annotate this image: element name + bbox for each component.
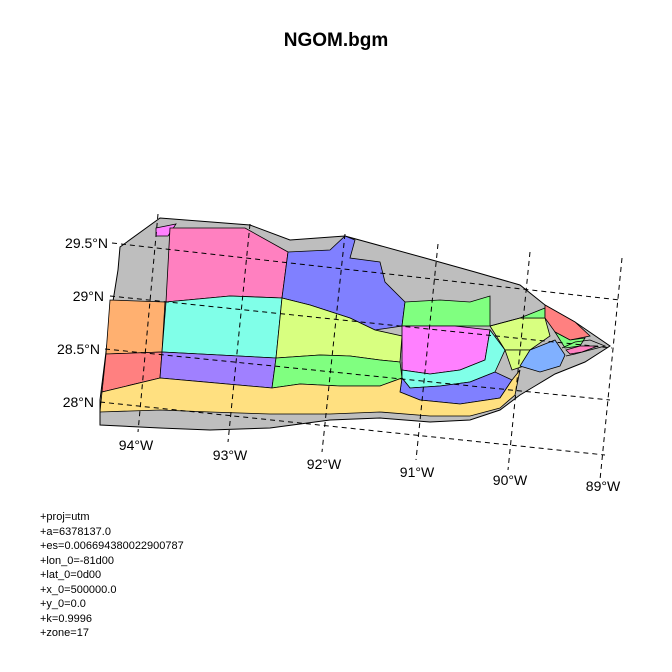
lat-line-28: [99, 401, 606, 456]
lat-line-29: [109, 295, 613, 349]
proj-line: +y_0=0.0: [40, 598, 86, 610]
lon-label-93: 93°W: [213, 447, 248, 463]
box-sky: [519, 339, 566, 373]
map-title: NGOM.bgm: [283, 30, 389, 51]
box-pink-delta: [565, 345, 599, 355]
lon-label-89: 89°W: [586, 478, 621, 494]
latitude-graticule: [99, 242, 621, 456]
lat-label-28-5: 28.5°N: [57, 341, 100, 357]
lon-line-91: [415, 243, 439, 461]
lat-label-29-5: 29.5°N: [65, 235, 108, 251]
lat-label-28: 28°N: [63, 394, 94, 410]
longitude-graticule: [137, 213, 623, 481]
box-green-west: [271, 354, 403, 389]
lon-label-91: 91°W: [400, 464, 435, 480]
lon-line-93: [227, 223, 251, 443]
lat-line-28-5: [104, 348, 611, 401]
delta-outline: [561, 339, 607, 357]
lon-line-92: [321, 233, 346, 453]
projection-info: +proj=utm +a=6378137.0 +es=0.00669438002…: [40, 510, 184, 641]
box-yellow: [99, 369, 521, 417]
proj-line: +lat_0=0d00: [40, 569, 102, 581]
proj-line: +k=0.9996: [40, 612, 92, 625]
lon-label-94: 94°W: [119, 437, 154, 453]
proj-line: +zone=17: [40, 627, 89, 639]
proj-line: +a=6378137.0: [40, 525, 111, 538]
lon-line-90: [507, 251, 531, 471]
lon-line-89: [599, 257, 623, 481]
proj-line: +proj=utm: [40, 511, 90, 523]
box-cyan: [161, 295, 283, 359]
proj-line: +es=0.006694380022900787: [40, 540, 184, 552]
proj-line: +x_0=500000.0: [40, 583, 117, 596]
lon-label-90: 90°W: [493, 472, 528, 488]
lon-line-94: [137, 213, 159, 433]
box-orange: [105, 299, 166, 355]
lon-label-92: 92°W: [307, 456, 342, 472]
lat-label-29: 29°N: [73, 288, 104, 304]
proj-line: +lon_0=-81d00: [40, 554, 115, 567]
lat-line-29-5: [111, 242, 621, 301]
